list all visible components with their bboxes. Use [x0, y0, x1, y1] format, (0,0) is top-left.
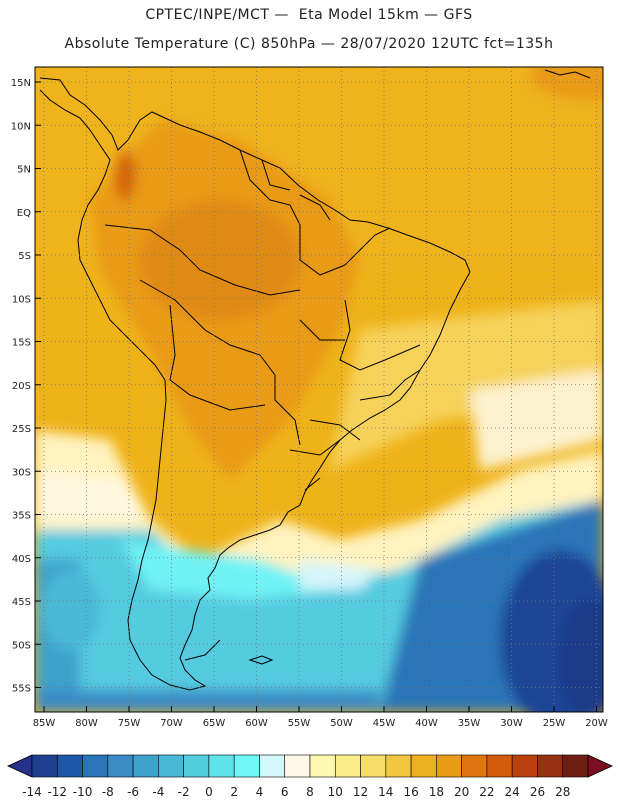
lat-label: 35S: [12, 511, 31, 522]
lon-label: 65W: [203, 718, 226, 729]
colorbar-tick-label: -14: [22, 785, 42, 799]
lat-label: 55S: [12, 684, 31, 695]
colorbar-swatch: [259, 754, 286, 778]
longitude-labels: 85W 80W 75W 70W 65W 60W 55W 50W 45W 40W 35W 30W 25W 2…: [33, 706, 608, 729]
lon-label: 85W: [33, 718, 56, 729]
colorbar-swatch: [385, 754, 412, 778]
colorbar-swatch: [82, 754, 109, 778]
lat-label: 10S: [12, 294, 31, 305]
colorbar-swatch: [461, 754, 488, 778]
colorbar-tick-label: -6: [127, 785, 139, 799]
lon-label: 35W: [458, 718, 481, 729]
lon-label: 75W: [118, 718, 141, 729]
colorbar-over-arrow: [587, 754, 613, 778]
colorbar-under-arrow: [7, 754, 33, 778]
lat-label: 15S: [12, 338, 31, 349]
colorbar-tick-label: 20: [454, 785, 469, 799]
coastlines: [39, 69, 591, 691]
colorbar-swatch: [56, 754, 83, 778]
temperature-field: [35, 67, 603, 712]
lat-label: 40S: [12, 554, 31, 565]
colorbar-swatch: [284, 754, 311, 778]
map-title-line-1: CPTEC/INPE/MCT — Eta Model 15km — GFS: [145, 7, 473, 23]
colorbar-swatch: [107, 754, 134, 778]
lon-label: 60W: [245, 718, 268, 729]
colorbar-swatch: [31, 754, 58, 778]
lat-label: 45S: [12, 597, 31, 608]
colorbar-tick-label: 24: [505, 785, 520, 799]
lon-label: 45W: [373, 718, 396, 729]
colorbar-tick-label: 0: [205, 785, 213, 799]
lat-label: 5S: [18, 251, 31, 262]
lon-label: 50W: [330, 718, 353, 729]
lat-label: 30S: [12, 467, 31, 478]
lon-label: 30W: [500, 718, 523, 729]
colorbar-swatch: [334, 754, 361, 778]
colorbar-tick-label: 16: [403, 785, 418, 799]
lon-label: 70W: [160, 718, 183, 729]
colorbar-swatch: [132, 754, 159, 778]
lon-label: 55W: [288, 718, 311, 729]
colorbar-swatch: [537, 754, 564, 778]
colorbar: -14 -12 -10 -8 -6 -4 -2 0 2 4 6 8 10 12 14 16 18 20 22 24 26…: [7, 754, 613, 799]
colorbar-tick-label: 2: [230, 785, 238, 799]
lat-label: 15N: [11, 78, 31, 89]
map-frame: [34, 66, 604, 713]
lat-label: EQ: [17, 208, 31, 219]
colorbar-tick-label: -8: [102, 785, 114, 799]
colorbar-swatch: [158, 754, 184, 778]
map-title-line-2: Absolute Temperature (C) 850hPa — 28/07/…: [64, 36, 554, 52]
colorbar-swatch: [360, 754, 387, 778]
colorbar-swatch: [486, 754, 513, 778]
lon-label: 20W: [585, 718, 608, 729]
colorbar-tick-label: 26: [530, 785, 545, 799]
colorbar-tick-label: -4: [152, 785, 164, 799]
colorbar-swatch: [183, 754, 210, 778]
colorbar-tick-label: 22: [479, 785, 494, 799]
colorbar-tick-label: -12: [47, 785, 67, 799]
colorbar-swatch: [410, 754, 437, 778]
colorbar-tick-label: 12: [353, 785, 368, 799]
colorbar-swatch: [436, 754, 462, 778]
colorbar-tick-label: 28: [555, 785, 570, 799]
lon-label: 80W: [75, 718, 98, 729]
colorbar-tick-label: 6: [281, 785, 289, 799]
lon-label: 40W: [415, 718, 438, 729]
colorbar-swatch: [309, 754, 336, 778]
colorbar-tick-label: 4: [256, 785, 264, 799]
lat-label: 5N: [17, 165, 31, 176]
colorbar-swatch: [511, 754, 538, 778]
colorbar-tick-label: -10: [73, 785, 93, 799]
lon-label: 25W: [543, 718, 566, 729]
lat-label: 20S: [12, 381, 31, 392]
colorbar-tick-label: 14: [378, 785, 393, 799]
latitude-labels: 15N 10N 5N EQ 5S 10S 15S 20S 25S 30S 35S 40S 45S 50S 5…: [11, 78, 41, 695]
lat-label: 50S: [12, 640, 31, 651]
colorbar-swatch: [562, 754, 589, 778]
lat-label: 25S: [12, 424, 31, 435]
lat-label: 10N: [11, 121, 31, 132]
colorbar-tick-label: -2: [178, 785, 190, 799]
colorbar-tick-label: 8: [306, 785, 314, 799]
colorbar-swatch: [208, 754, 235, 778]
colorbar-tick-label: 18: [429, 785, 444, 799]
colorbar-tick-label: 10: [328, 785, 343, 799]
colorbar-swatch: [233, 754, 260, 778]
graticule: [35, 67, 603, 712]
